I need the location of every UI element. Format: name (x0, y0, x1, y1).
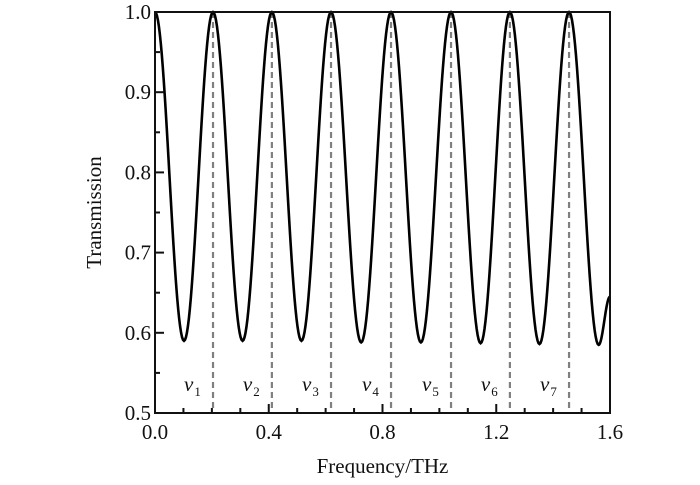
y-tick-label: 1.0 (125, 0, 151, 24)
marker-label-2: v2 (243, 372, 260, 399)
x-tick-label: 0.0 (142, 420, 168, 444)
y-tick-label: 0.8 (125, 160, 151, 184)
marker-label-5: v5 (422, 372, 439, 399)
y-axis-label: Transmission (82, 156, 106, 269)
y-tick-label: 0.7 (125, 241, 151, 265)
x-tick-label: 1.2 (483, 420, 509, 444)
y-tick-label: 0.5 (125, 401, 151, 425)
marker-label-4: v4 (362, 372, 379, 399)
x-axis-label: Frequency/THz (317, 454, 449, 478)
x-tick-label: 1.6 (597, 420, 623, 444)
marker-label-3: v3 (302, 372, 319, 399)
x-tick-label: 0.8 (369, 420, 395, 444)
marker-label-7: v7 (540, 372, 557, 399)
y-tick-label: 0.6 (125, 321, 151, 345)
marker-label-1: v1 (184, 372, 201, 399)
transmission-curve (154, 10, 611, 347)
x-tick-label: 0.4 (256, 420, 283, 444)
y-tick-label: 0.9 (125, 80, 151, 104)
marker-label-6: v6 (481, 372, 498, 399)
